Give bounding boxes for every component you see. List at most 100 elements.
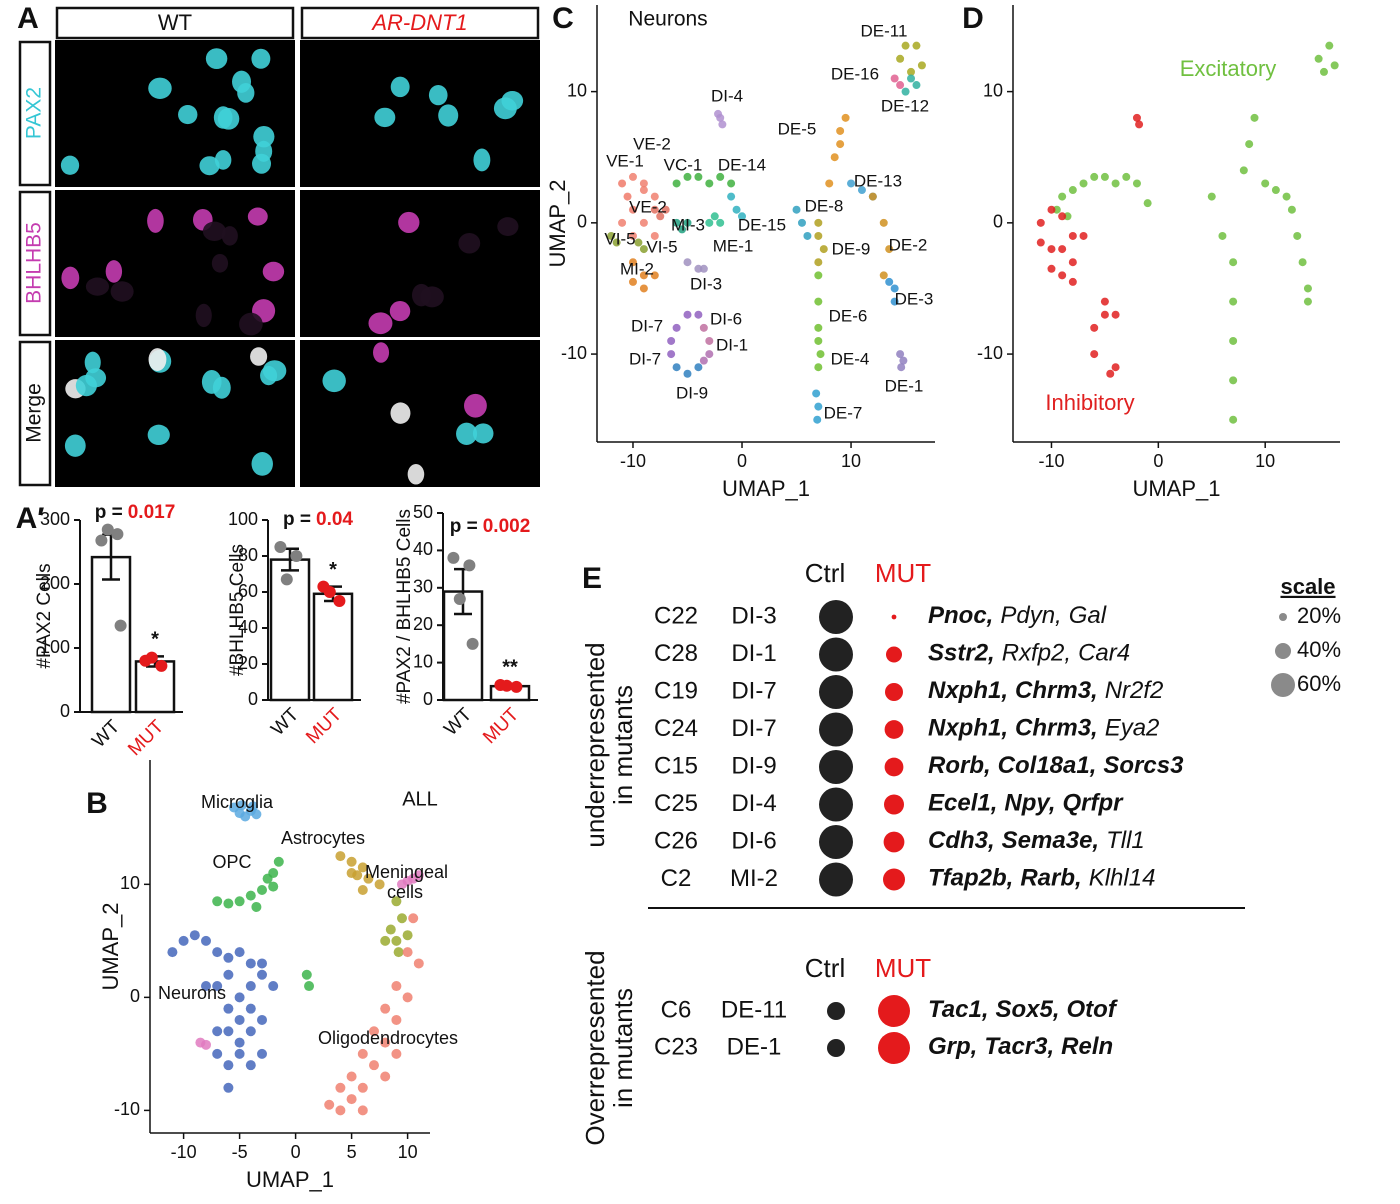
scatter-point xyxy=(324,1099,335,1110)
cluster-label: Neurons xyxy=(157,983,227,1003)
scatter-point xyxy=(912,81,921,90)
scatter-point xyxy=(650,205,659,214)
scatter-point xyxy=(1068,186,1077,195)
cluster-label: MI-2 xyxy=(620,259,654,278)
scatter-point xyxy=(369,1060,379,1071)
gene: Nxph1, xyxy=(928,715,1008,742)
scatter-point xyxy=(393,947,404,958)
cluster-id: C15 xyxy=(654,752,698,779)
mut-dot xyxy=(885,683,903,701)
cluster-label: DI-3 xyxy=(690,274,722,293)
data-point xyxy=(463,559,476,572)
scatter-point xyxy=(245,958,256,969)
cell xyxy=(110,281,134,302)
scatter-point xyxy=(245,1003,256,1014)
mut-dot xyxy=(891,614,897,620)
scatter-point xyxy=(896,350,905,359)
scatter-point xyxy=(639,218,648,227)
scatter-point xyxy=(357,1082,368,1093)
scatter-point xyxy=(1132,179,1141,188)
scatter-point xyxy=(618,179,627,188)
scatter-point xyxy=(857,186,866,195)
gene: Reln xyxy=(1061,1033,1113,1060)
ctrl-dot xyxy=(827,1039,845,1057)
cell xyxy=(368,312,393,335)
p-label: p = xyxy=(95,502,123,523)
scatter-point xyxy=(234,896,245,907)
scatter-point xyxy=(1132,113,1141,122)
scatter-point xyxy=(234,1037,245,1048)
x-tick-label: 10 xyxy=(398,1142,418,1162)
scatter-point xyxy=(628,277,637,286)
scatter-point xyxy=(385,924,396,935)
y-tick-label: -10 xyxy=(977,343,1003,363)
gene: Eya2 xyxy=(1105,715,1160,742)
scatter-point xyxy=(896,81,905,90)
cell xyxy=(239,312,263,336)
column-header-box xyxy=(55,6,295,40)
cluster-label: MI-3 xyxy=(671,215,705,234)
data-point xyxy=(101,523,114,536)
mut-dot xyxy=(883,831,905,853)
scatter-point xyxy=(413,958,424,969)
scatter-point xyxy=(667,336,676,345)
y-tick-label: 80 xyxy=(238,545,258,565)
data-point xyxy=(447,551,460,564)
cluster-label: Excitatory xyxy=(1180,56,1277,81)
scatter-point xyxy=(836,140,845,149)
chart-title: Neurons xyxy=(628,8,707,31)
scatter-point xyxy=(814,297,823,306)
scatter-point xyxy=(738,212,747,221)
cluster-label: VI-5 xyxy=(604,229,635,248)
cluster-label: DE-2 xyxy=(889,235,928,254)
column-header: WT xyxy=(158,10,192,35)
scale-label: 60% xyxy=(1297,671,1341,696)
p-value: p = 0.002 xyxy=(450,516,531,537)
cell xyxy=(456,422,478,445)
scatter-point xyxy=(223,1026,234,1037)
x-tick-label: MUT xyxy=(302,704,346,748)
scatter-point xyxy=(1319,67,1328,76)
scatter-point xyxy=(1135,120,1144,129)
scatter-point xyxy=(1058,192,1067,201)
scatter-point xyxy=(727,179,736,188)
cell-type: DI-1 xyxy=(731,640,776,667)
scatter-point xyxy=(710,212,719,221)
significance: * xyxy=(329,559,337,581)
gene-list: Tfap2b, Rarb, Klhl14 xyxy=(928,865,1155,892)
scatter-point xyxy=(167,947,178,958)
cell xyxy=(390,402,411,424)
scatter-point xyxy=(1079,179,1088,188)
scale-label: 40% xyxy=(1297,637,1341,662)
scatter-point xyxy=(1100,297,1109,306)
cluster-label: VE-2 xyxy=(629,197,667,216)
cell xyxy=(438,104,459,127)
scatter-point xyxy=(797,218,806,227)
scatter-point xyxy=(346,1071,357,1082)
cell xyxy=(64,434,86,457)
scatter-point xyxy=(1218,231,1227,240)
scatter-point xyxy=(251,809,262,820)
scatter-point xyxy=(1036,218,1045,227)
scatter-point xyxy=(672,218,681,227)
row-header-box xyxy=(18,190,52,337)
scatter-point xyxy=(813,415,822,424)
y-tick-label: 60 xyxy=(238,581,258,601)
cell-type: DE-1 xyxy=(727,1033,782,1060)
x-tick-label: WT xyxy=(88,716,124,752)
scatter-point xyxy=(907,74,916,83)
scatter-point xyxy=(212,1026,223,1037)
panel-letter: D xyxy=(962,2,984,35)
y-tick-label: 0 xyxy=(423,689,433,709)
p-number: 0.04 xyxy=(316,509,353,530)
gene: Chrm3, xyxy=(1015,677,1098,704)
data-point xyxy=(453,593,466,606)
cell xyxy=(202,221,226,241)
scatter-point xyxy=(402,930,413,941)
scatter-point xyxy=(899,356,908,365)
cell xyxy=(148,77,172,99)
cell xyxy=(148,348,167,371)
gene: Tac1, xyxy=(928,996,988,1023)
scatter-point xyxy=(245,1026,256,1037)
